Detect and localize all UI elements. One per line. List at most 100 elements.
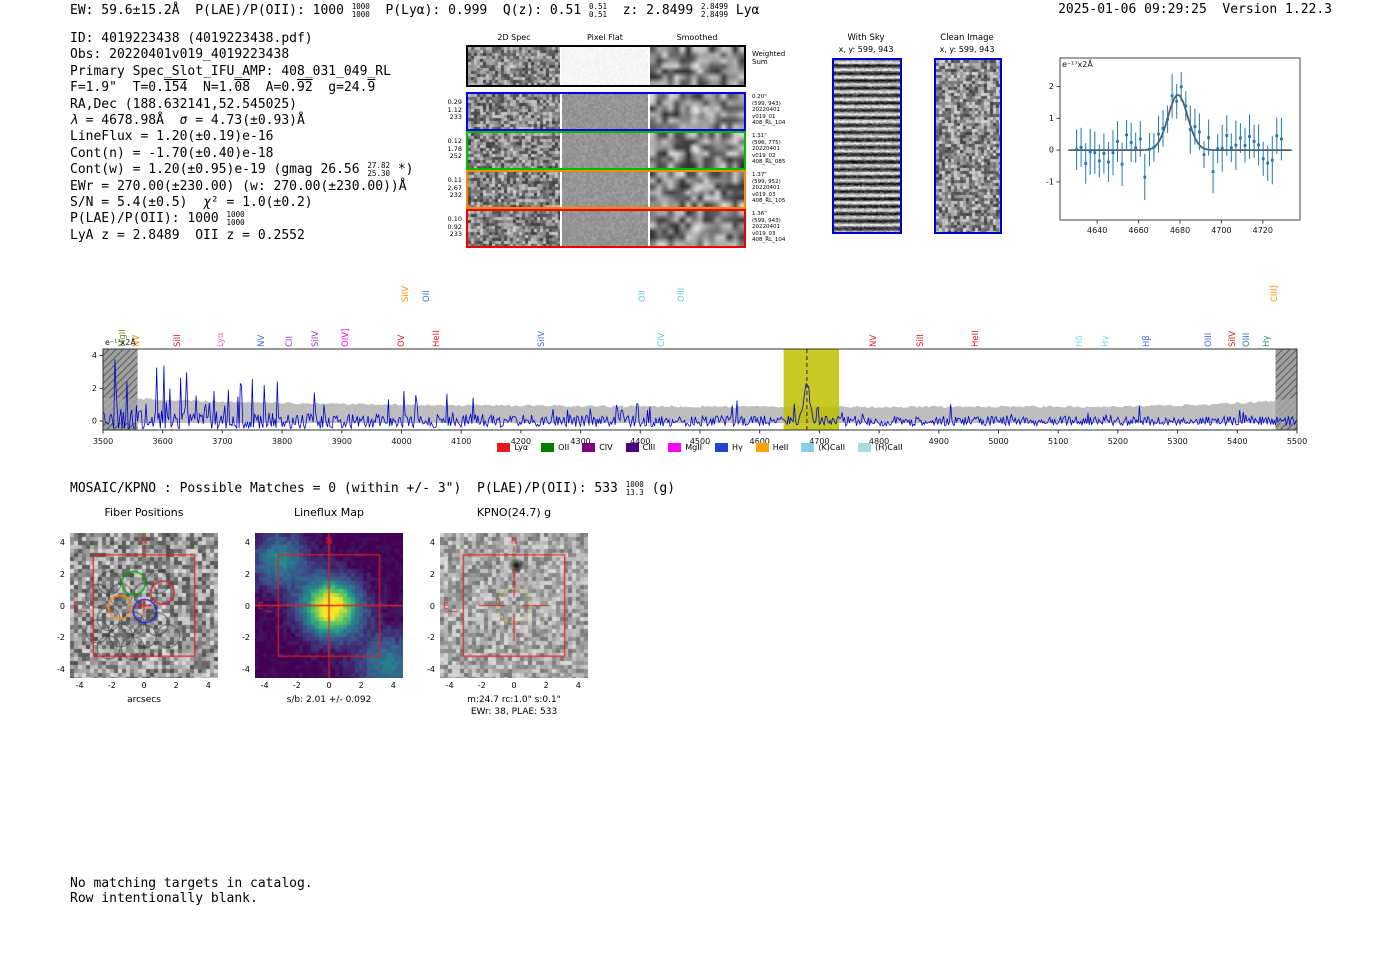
y-tick-label: -4 [242, 664, 250, 674]
svg-text:4: 4 [92, 351, 97, 360]
with-sky-image-frame [832, 58, 902, 234]
y-tick-label: -2 [57, 633, 65, 643]
spec2d-row-annotation: 1.31" (596, 775) 20220401 v019_02 408_RL_085 [752, 133, 786, 166]
spec2d-row-annotation: 1.36" (599, 943) 20220401 v019_03 408_RL_104 [752, 211, 786, 244]
spec2d-smoothed-image [650, 47, 744, 85]
spec2d-row-weights: 0.11 2.67 232 [447, 176, 462, 199]
legend-item: CIII [625, 443, 656, 452]
spec2d-cutout-panel: 2D Spec Pixel Flat Smoothed Weighted Sum 0.29… [400, 30, 812, 252]
spec2d-2d-image [468, 172, 560, 207]
clean-image-frame [934, 58, 1002, 234]
svg-text:5300: 5300 [1167, 437, 1187, 446]
x-tick-label: 4 [205, 681, 211, 690]
spec2d-smoothed-image [650, 211, 744, 246]
info-line: Cont(n) = -1.70(±0.40)e-18 [70, 145, 274, 161]
legend-label: CIV [599, 443, 613, 452]
svg-text:5500: 5500 [1287, 437, 1307, 446]
header-summary: EW: 59.6±15.2Å P(LAE)/P(OII): 1000 1000 1… [70, 2, 760, 19]
legend-label: CIII [642, 443, 656, 452]
legend-swatch [755, 443, 769, 452]
legend-item: HeII [755, 443, 789, 452]
stacked-fraction: 2.8499 2.8499 [700, 2, 729, 19]
y-tick-label: 4 [244, 538, 250, 548]
x-tick-label: -2 [477, 681, 486, 690]
panel-caption: m:24.7 rc:1.0" s:0.1" [467, 695, 561, 705]
svg-text:4200: 4200 [511, 437, 531, 446]
svg-text:1: 1 [1049, 114, 1054, 123]
x-tick-label: 0 [511, 681, 517, 690]
clean-image [936, 60, 1000, 232]
y-tick-label: 0 [429, 601, 435, 611]
svg-text:4640: 4640 [1087, 226, 1107, 235]
legend-label: Lyα [514, 443, 529, 452]
y-tick-label: -2 [427, 633, 435, 643]
lineflux-map-panel: Lineflux Map -4 -4 -2 -2 0 0 2 2 4 4 s/b: 2.01 +/… [210, 506, 450, 724]
spec2d-row-frame [466, 170, 746, 209]
legend-label: HeII [772, 443, 789, 452]
kpno-g-title: KPNO(24.7) g [476, 506, 552, 519]
x-tick-label: -4 [260, 681, 269, 690]
spec2d-pixelflat-image [562, 211, 648, 246]
x-tick-label: 0 [141, 681, 147, 690]
panel-caption: EWr: 38, PLAE: 533 [470, 707, 558, 717]
svg-text:4660: 4660 [1128, 226, 1148, 235]
fiber-positions-title: Fiber Positions [104, 506, 184, 519]
info-line: F=1.9" T=0.154 N=1.08 A=0.92 g=24.9 [70, 80, 376, 96]
x-tick-label: 4 [575, 681, 581, 690]
mosaic-kpno-summary: MOSAIC/KPNO : Possible Matches = 0 (with… [70, 480, 676, 497]
svg-text:3700: 3700 [212, 437, 232, 446]
emission-line-fit-plot: 4640 4660 4680 4700 4720 -1 0 1 2 e⁻¹⁷x2Å [1046, 57, 1301, 235]
lineflux-map-title: Lineflux Map [293, 506, 365, 519]
svg-text:4100: 4100 [451, 437, 471, 446]
panel-caption: s/b: 2.01 +/- 0.092 [286, 695, 372, 705]
stacked-fraction: 1000 1000 [351, 2, 370, 19]
spec2d-2d-image [468, 133, 560, 168]
spec2d-smoothed-image [650, 172, 744, 207]
info-line: LineFlux = 1.20(±0.19)e-16 [70, 129, 274, 145]
legend-item: CIV [582, 443, 613, 452]
spec2d-smoothed-image [650, 94, 744, 129]
emission-line-label: CIII] [1269, 285, 1280, 302]
svg-text:5100: 5100 [1048, 437, 1068, 446]
spec2d-2d-image [468, 211, 560, 246]
full-spectrum-plot: 3500 3600 3700 3800 3900 4000 4100 4200 4300 4400… [92, 336, 1307, 446]
fiber-positions-image [70, 533, 218, 678]
svg-text:3600: 3600 [153, 437, 173, 446]
legend-swatch [497, 443, 511, 452]
with-sky-coords: x, y: 599, 943 [838, 45, 894, 54]
legend-item: (K)CaII [801, 443, 845, 452]
x-tick-label: -2 [107, 681, 116, 690]
legend-swatch [714, 443, 728, 452]
y-tick-label: 4 [429, 538, 435, 548]
svg-text:4300: 4300 [570, 437, 590, 446]
emission-line-label: OII [422, 290, 433, 302]
spec2d-row-annotation: 1.37" (599, 952) 20220401 v019_03 408_RL_105 [752, 172, 786, 205]
legend-swatch [541, 443, 555, 452]
legend-label: MgII [685, 443, 702, 452]
svg-text:e⁻¹⁷x2Å: e⁻¹⁷x2Å [105, 336, 136, 347]
fiber-positions-panel: Fiber Positions -4 -4 -2 -2 0 0 2 2 4 4 arcsecs [25, 506, 265, 724]
with-sky-image [834, 60, 900, 232]
legend-label: (K)CaII [818, 443, 846, 452]
legend-label: Hγ [731, 443, 743, 452]
svg-text:0: 0 [1049, 146, 1054, 155]
legend-item: MgII [668, 443, 702, 452]
info-line: Obs: 20220401v019_4019223438 [70, 47, 290, 63]
y-tick-label: 0 [244, 601, 250, 611]
footer-no-match: No matching targets in catalog. [70, 876, 313, 891]
spec2d-row-frame [466, 92, 746, 131]
stacked-fraction: 27.82 25.30 [367, 161, 390, 178]
spec2d-column-title: Smoothed [676, 33, 718, 42]
y-tick-label: 4 [59, 538, 65, 548]
target-info-block: ID: 4019223438 (4019223438.pdf) Obs: 2022… [70, 31, 413, 244]
svg-text:4700: 4700 [1211, 226, 1231, 235]
legend-swatch [801, 443, 815, 452]
spec2d-row-weights: 0.29 1.12 233 [447, 98, 462, 121]
with-sky-title: With Sky [847, 33, 885, 43]
svg-text:5000: 5000 [988, 437, 1008, 446]
kpno-g-image [440, 533, 588, 678]
spec2d-row-frame [466, 209, 746, 248]
svg-text:4680: 4680 [1170, 226, 1190, 235]
info-line: LyA z = 2.8489 OII z = 0.2552 [70, 227, 305, 243]
svg-text:3500: 3500 [93, 437, 113, 446]
